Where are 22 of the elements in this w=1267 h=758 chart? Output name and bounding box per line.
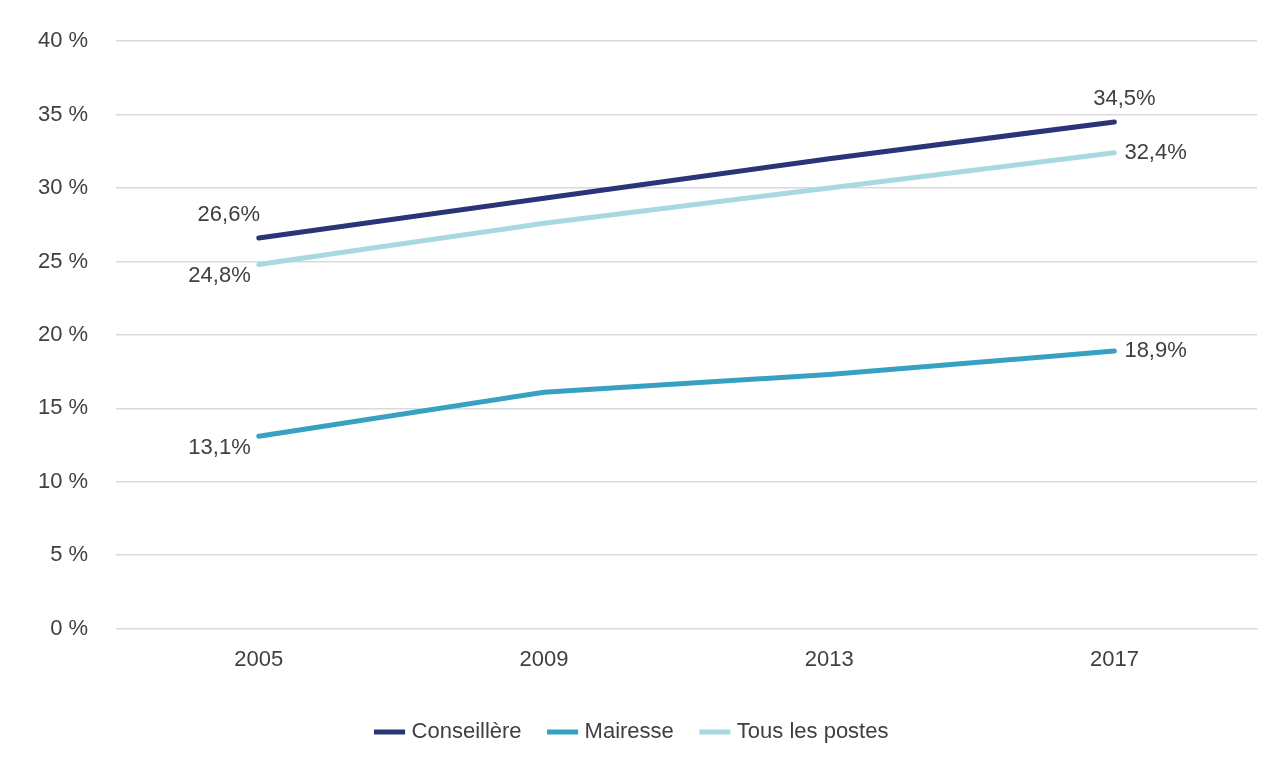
legend-label: Conseillère — [411, 718, 522, 744]
y-tick-label: 5 % — [50, 541, 89, 567]
data-label: 24,8% — [188, 262, 251, 288]
y-tick-label: 25 % — [37, 247, 89, 273]
y-tick-label: 15 % — [37, 394, 89, 420]
y-tick-label: 35 % — [37, 100, 89, 126]
x-tick-label: 2005 — [234, 645, 284, 671]
y-tick-label: 0 % — [50, 614, 89, 640]
x-tick-label: 2009 — [519, 645, 569, 671]
data-label: 26,6% — [197, 201, 260, 227]
y-tick-label: 20 % — [37, 320, 89, 346]
data-label: 18,9% — [1124, 337, 1187, 363]
legend-label: Mairesse — [584, 718, 674, 744]
data-label: 13,1% — [188, 434, 251, 460]
data-label: 34,5% — [1093, 85, 1156, 111]
y-tick-label: 10 % — [37, 467, 89, 493]
x-tick-label: 2013 — [804, 645, 854, 671]
x-tick-label: 2017 — [1089, 645, 1139, 671]
legend-label: Tous les postes — [736, 718, 889, 744]
y-tick-label: 40 % — [37, 27, 89, 53]
data-label: 32,4% — [1124, 138, 1187, 164]
y-tick-label: 30 % — [37, 174, 89, 200]
